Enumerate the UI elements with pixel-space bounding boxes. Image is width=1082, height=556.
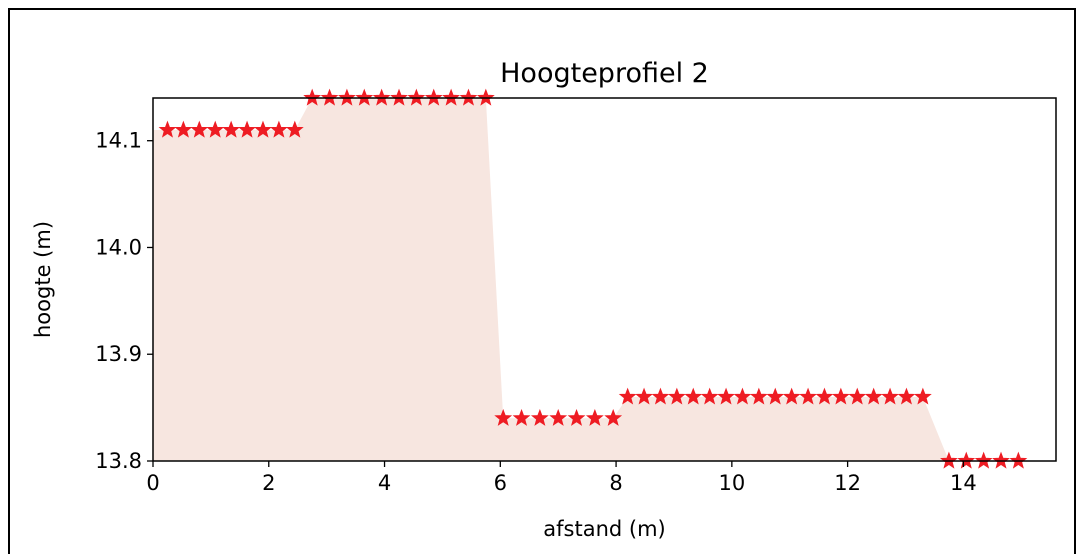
data-point-marker xyxy=(717,387,735,405)
data-point-marker xyxy=(407,88,426,106)
data-point-marker xyxy=(476,88,495,106)
data-point-marker xyxy=(974,451,993,469)
data-point-marker xyxy=(992,451,1010,469)
data-point-marker xyxy=(174,120,193,138)
data-point-marker xyxy=(270,120,288,138)
data-point-marker xyxy=(372,88,391,106)
chart-title: Hoogteprofiel 2 xyxy=(500,58,709,89)
y-tick-label: 14.0 xyxy=(95,235,142,259)
data-point-marker xyxy=(881,387,899,405)
data-point-marker xyxy=(254,120,272,138)
data-point-marker xyxy=(320,88,339,106)
data-point-marker xyxy=(815,387,834,405)
x-tick-label: 12 xyxy=(834,471,861,495)
y-tick-label: 13.8 xyxy=(95,449,142,473)
data-point-marker xyxy=(494,408,513,426)
data-point-marker xyxy=(238,120,256,138)
data-point-marker xyxy=(206,120,225,138)
data-point-marker xyxy=(424,88,443,106)
area-fill-layer xyxy=(153,98,1019,461)
y-tick-label: 14.1 xyxy=(95,129,142,153)
data-point-marker xyxy=(897,387,916,405)
data-point-marker xyxy=(957,451,976,469)
axes-frame xyxy=(152,97,1057,462)
data-point-marker xyxy=(512,408,531,426)
data-point-marker xyxy=(604,408,623,426)
data-point-marker xyxy=(618,387,637,405)
data-point-marker xyxy=(766,387,785,405)
data-point-marker xyxy=(190,120,209,138)
marker-layer xyxy=(158,88,1028,469)
data-point-marker xyxy=(913,387,932,405)
data-point-marker xyxy=(864,387,883,405)
x-tick-label: 4 xyxy=(378,471,391,495)
data-point-marker xyxy=(390,88,408,106)
data-point-marker xyxy=(667,387,686,405)
data-point-marker xyxy=(1009,451,1028,469)
data-point-marker xyxy=(158,120,177,138)
data-point-marker xyxy=(831,387,850,405)
data-point-marker xyxy=(940,451,958,469)
data-point-marker xyxy=(303,88,322,106)
y-axis-label: hoogte (m) xyxy=(31,221,55,338)
data-point-marker xyxy=(338,88,356,106)
data-point-marker xyxy=(782,387,801,405)
data-point-marker xyxy=(442,88,460,106)
data-point-marker xyxy=(799,387,817,405)
x-tick-label: 2 xyxy=(262,471,275,495)
area-fill xyxy=(153,98,1019,461)
x-tick-label: 8 xyxy=(609,471,622,495)
data-point-marker xyxy=(222,120,241,138)
x-tick-label: 6 xyxy=(494,471,507,495)
x-ticks: 0 2 4 6 8 10 12 14 xyxy=(146,461,977,495)
y-ticks: 13.8 13.9 14.0 14.1 xyxy=(95,129,153,473)
data-point-marker xyxy=(530,408,549,426)
data-point-marker xyxy=(585,408,604,426)
data-point-marker xyxy=(651,387,670,405)
data-point-marker xyxy=(635,387,653,405)
x-tick-label: 14 xyxy=(950,471,977,495)
x-tick-label: 0 xyxy=(146,471,159,495)
data-point-marker xyxy=(684,387,703,405)
y-tick-label: 13.9 xyxy=(95,342,142,366)
data-point-marker xyxy=(848,387,867,405)
data-point-marker xyxy=(700,387,719,405)
x-axis-label: afstand (m) xyxy=(543,517,665,541)
data-point-marker xyxy=(355,88,374,106)
data-point-marker xyxy=(549,408,568,426)
data-point-marker xyxy=(567,408,586,426)
data-point-marker xyxy=(285,120,304,138)
data-point-marker xyxy=(733,387,752,405)
x-tick-label: 10 xyxy=(718,471,745,495)
data-point-marker xyxy=(749,387,768,405)
data-point-marker xyxy=(459,88,478,106)
